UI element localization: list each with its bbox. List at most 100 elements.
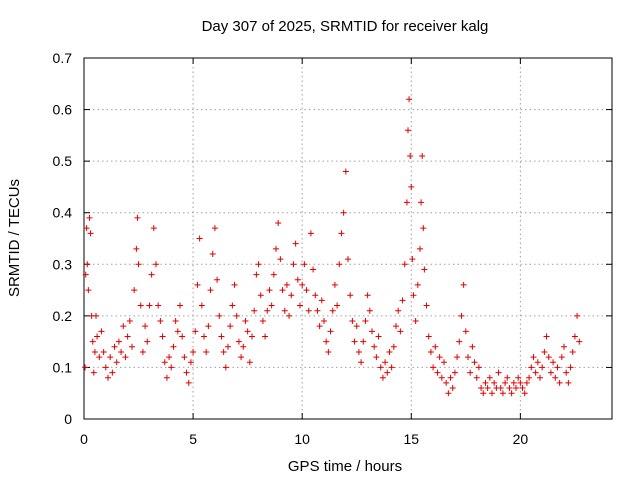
y-tick-label: 0.4 (53, 205, 73, 221)
data-point (83, 225, 90, 232)
data-point (499, 390, 506, 397)
data-point (456, 338, 463, 345)
data-point (146, 302, 153, 309)
data-point (460, 281, 467, 288)
data-point (473, 374, 480, 381)
data-point (222, 364, 229, 371)
data-point (292, 240, 299, 247)
data-point (471, 359, 478, 366)
data-point (86, 214, 93, 221)
data-point (96, 354, 103, 361)
data-point (179, 333, 186, 340)
data-point (331, 281, 338, 288)
data-point (122, 354, 129, 361)
data-point (443, 379, 450, 386)
data-point (264, 307, 271, 314)
data-point (369, 328, 375, 335)
data-point (364, 292, 371, 299)
data-point (373, 354, 380, 361)
data-point (362, 318, 369, 325)
data-point (510, 379, 517, 386)
data-point (338, 230, 345, 237)
data-point (183, 369, 190, 376)
data-point (419, 152, 426, 159)
data-point (174, 328, 181, 335)
data-point (497, 385, 504, 392)
data-point (325, 348, 332, 355)
data-point (107, 354, 114, 361)
data-point (406, 96, 413, 103)
data-point (218, 333, 225, 340)
data-point (163, 374, 170, 381)
data-point (508, 390, 515, 397)
data-point (168, 364, 175, 371)
data-point (211, 225, 218, 232)
data-point (216, 312, 223, 319)
data-point (220, 348, 227, 355)
data-point (432, 343, 439, 350)
data-point (386, 348, 393, 355)
data-point (408, 183, 415, 190)
data-point (340, 209, 347, 216)
data-point (347, 292, 354, 299)
data-point (316, 323, 323, 330)
data-point (447, 374, 454, 381)
data-point (454, 354, 461, 361)
data-point (567, 364, 574, 371)
data-point (253, 271, 260, 278)
data-point (166, 354, 173, 361)
plot-frame (83, 57, 613, 420)
data-point (395, 307, 402, 314)
data-point (242, 318, 249, 325)
data-point (360, 338, 367, 345)
data-point (495, 369, 502, 376)
data-point (513, 385, 519, 392)
data-point (268, 302, 275, 309)
data-point (124, 333, 131, 340)
data-point (301, 261, 308, 268)
data-point (259, 318, 266, 325)
data-point (113, 359, 120, 366)
data-point (409, 256, 416, 263)
data-point (523, 379, 530, 386)
data-point (462, 328, 469, 335)
data-point (214, 276, 221, 283)
data-point (571, 333, 578, 340)
data-point (504, 374, 511, 381)
data-point (565, 379, 572, 386)
data-point (100, 348, 107, 355)
data-point (528, 364, 535, 371)
data-point (275, 220, 282, 227)
data-point (131, 287, 138, 294)
data-point (190, 348, 197, 355)
data-point (246, 359, 253, 366)
data-point (290, 261, 297, 268)
data-point (144, 338, 151, 345)
data-point (480, 390, 487, 397)
data-point (569, 348, 576, 355)
data-point (382, 359, 389, 366)
data-point (486, 374, 493, 381)
data-point (281, 307, 288, 314)
data-point (537, 374, 543, 381)
data-point (351, 338, 358, 345)
data-point (187, 359, 194, 366)
data-point (231, 281, 238, 288)
data-point (417, 245, 423, 252)
x-axis-label: GPS time / hours (288, 458, 402, 475)
data-point (349, 318, 356, 325)
data-point (427, 348, 434, 355)
data-point (93, 312, 99, 319)
data-point (288, 292, 295, 299)
data-point (203, 348, 210, 355)
y-tick-label: 0.7 (53, 50, 73, 66)
data-point (327, 328, 334, 335)
data-point (209, 250, 216, 257)
data-point (307, 230, 314, 237)
data-point (129, 343, 135, 350)
data-point (235, 338, 242, 345)
data-point (155, 302, 162, 309)
data-point (273, 245, 279, 252)
data-point (159, 333, 166, 340)
data-point (286, 312, 293, 319)
